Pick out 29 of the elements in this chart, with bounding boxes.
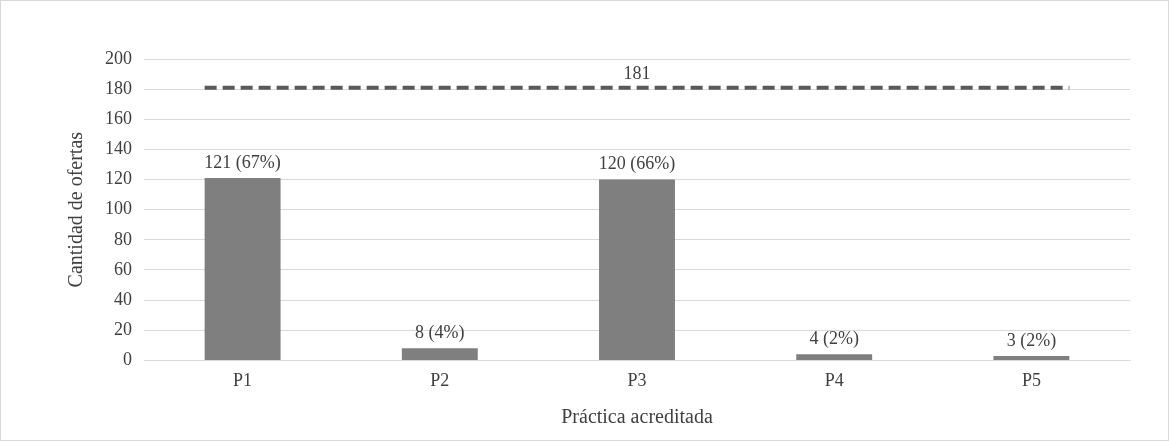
x-axis-title: Práctica acreditada [561, 405, 713, 428]
x-tick-label: P1 [233, 369, 253, 390]
y-tick-label: 140 [105, 138, 132, 159]
x-tick-label: P5 [1021, 369, 1041, 390]
y-tick-label: 40 [114, 288, 132, 309]
bar [796, 354, 873, 360]
y-tick-label: 80 [114, 228, 132, 249]
bar [204, 178, 281, 360]
x-tick-label: P3 [627, 369, 647, 390]
y-tick-label: 120 [105, 168, 132, 189]
data-label: 121 (67%) [204, 151, 281, 173]
bar [599, 179, 675, 360]
data-label: 4 (2%) [809, 328, 859, 350]
y-tick-label: 200 [105, 47, 132, 68]
y-tick-label: 20 [114, 318, 132, 339]
y-tick-label: 0 [123, 349, 132, 370]
data-label: 3 (2%) [1006, 329, 1057, 351]
data-label: 8 (4%) [415, 322, 465, 344]
data-label: 120 (66%) [598, 153, 676, 175]
y-tick-label: 180 [105, 77, 132, 98]
bar [993, 355, 1070, 360]
y-tick-label: 100 [105, 198, 132, 219]
ref-line-label: 181 [623, 63, 651, 84]
x-tick-label: P2 [430, 369, 450, 390]
x-tick-label: P4 [824, 369, 844, 390]
y-tick-label: 160 [105, 108, 132, 129]
bar [401, 348, 478, 360]
y-tick-label: 60 [114, 258, 132, 279]
y-axis-title: Cantidad de ofertas [64, 131, 87, 288]
